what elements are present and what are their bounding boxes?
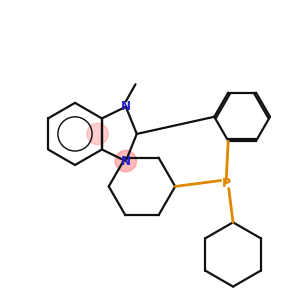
Circle shape (87, 123, 108, 145)
Circle shape (115, 150, 136, 172)
Text: N: N (121, 154, 131, 168)
Text: N: N (121, 100, 131, 113)
Text: P: P (221, 177, 231, 190)
